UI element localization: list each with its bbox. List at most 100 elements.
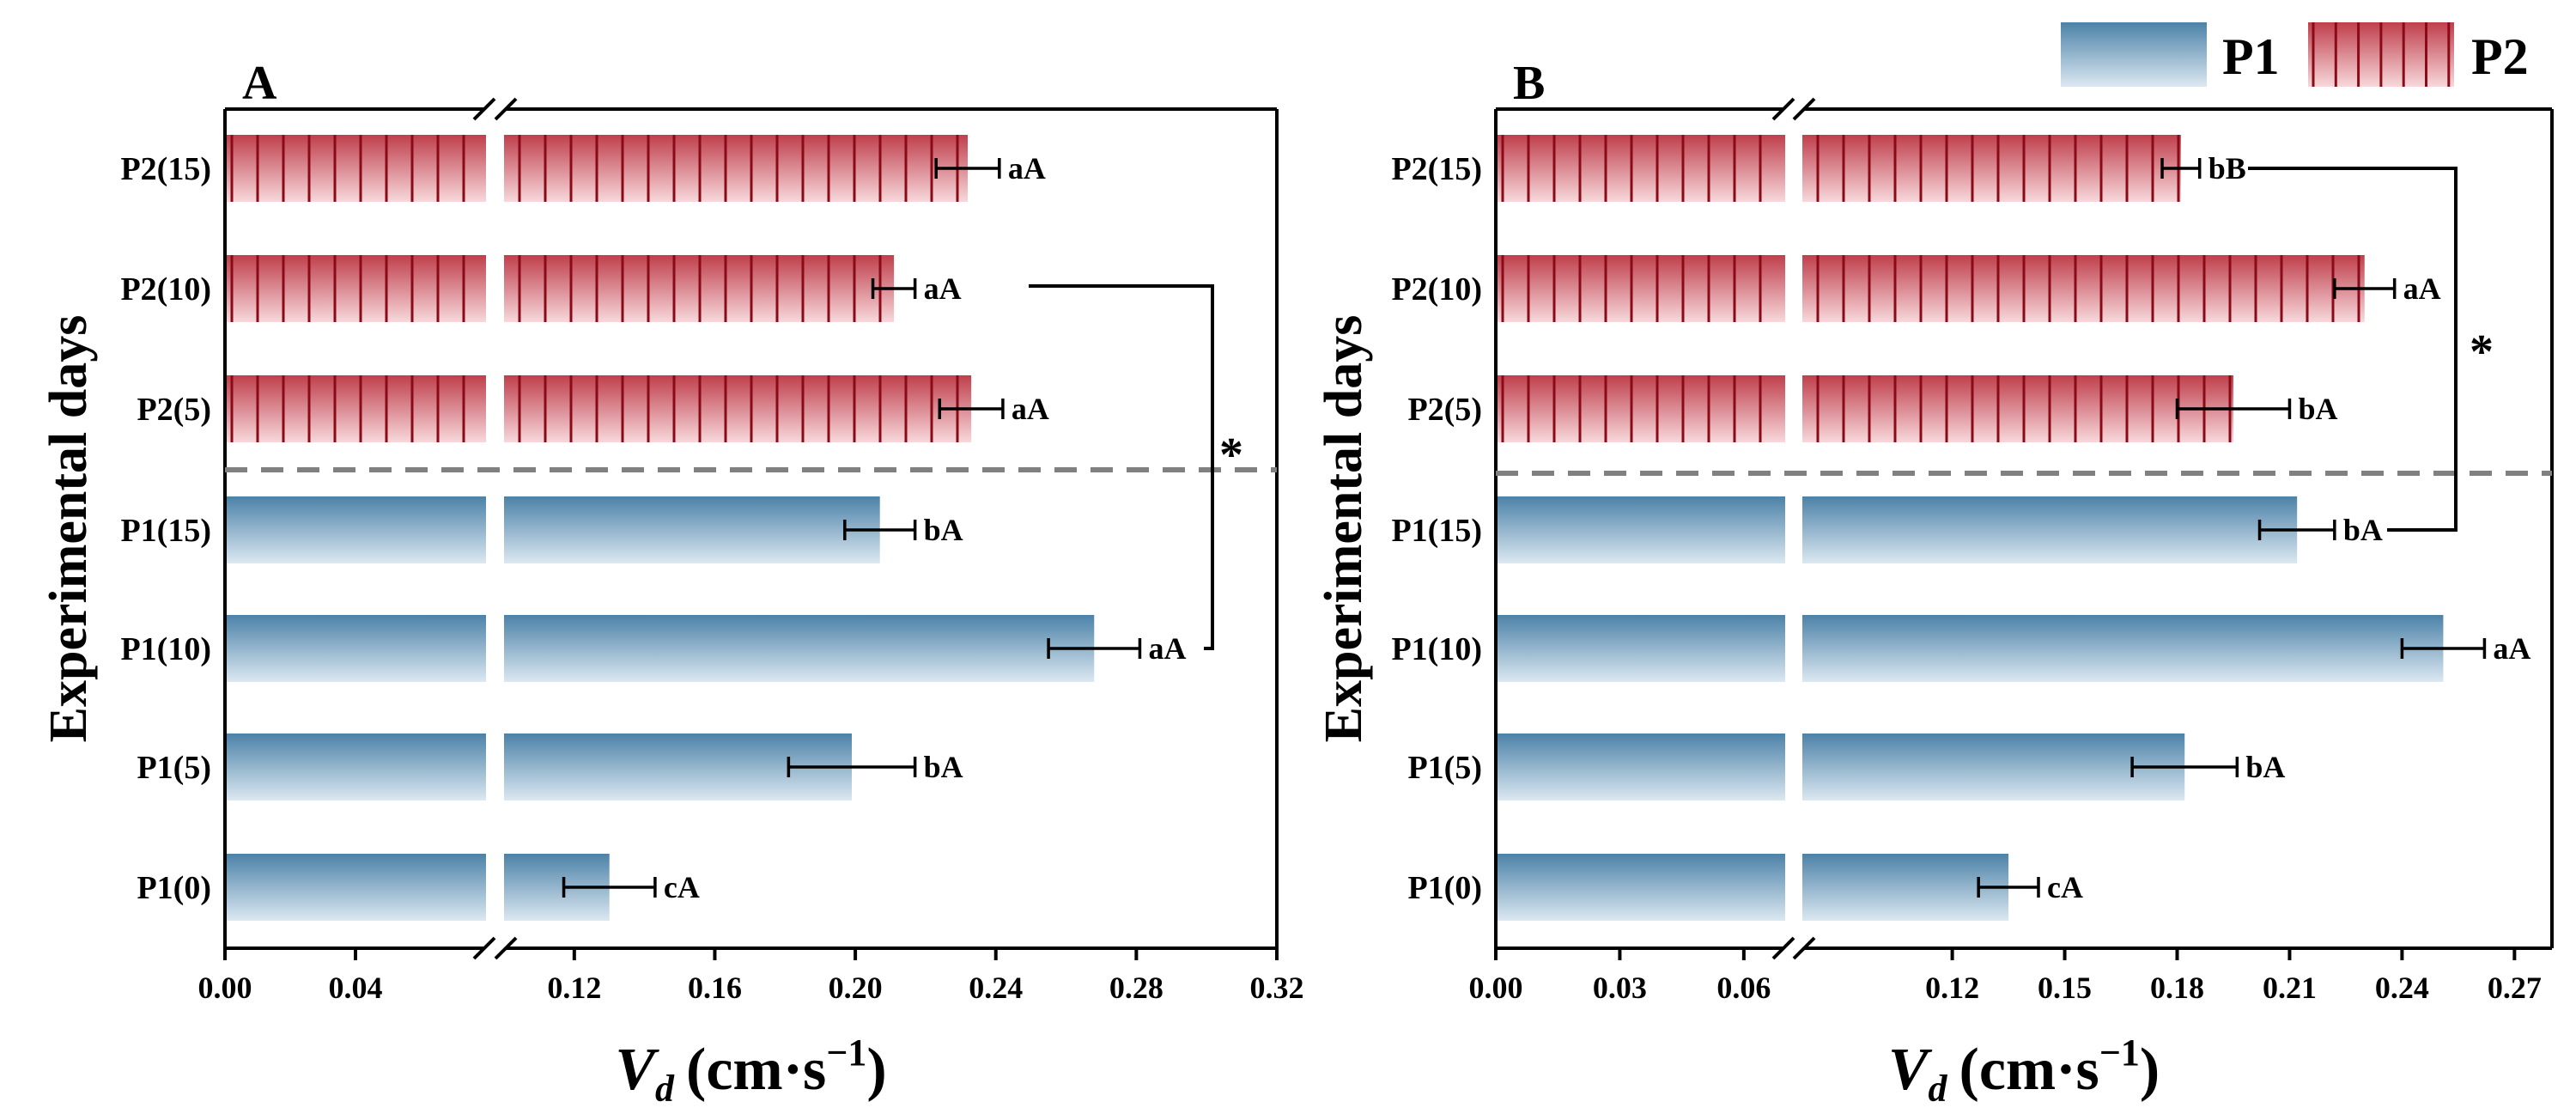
y-axis-label: Experimental days <box>1315 315 1373 743</box>
bar-segment-low <box>1496 733 1785 800</box>
category-label: P2(15) <box>120 151 211 187</box>
axis-break-mark <box>472 936 518 960</box>
category-label: P1(15) <box>120 513 211 549</box>
significance-label: aA <box>2493 631 2530 666</box>
bar-segment-high <box>1802 496 2298 563</box>
bar-segment-high <box>1802 854 2009 921</box>
bar-segment-high <box>1802 135 2181 202</box>
x-tick-label: 0.00 <box>198 971 252 1005</box>
axis-break-mark <box>1771 97 1816 121</box>
legend-swatch-p2-stripes <box>2312 22 2451 87</box>
x-tick-label: 0.20 <box>829 971 883 1005</box>
significance-label: aA <box>1012 392 1049 426</box>
x-axis-label-unit: (cm·s <box>1959 1037 2099 1103</box>
bar-segment-low <box>225 375 486 442</box>
bar-segment-high <box>504 496 880 563</box>
significance-label: cA <box>664 870 700 904</box>
error-bar <box>787 757 917 777</box>
error-bar <box>2130 757 2239 777</box>
significance-label: aA <box>1008 151 1046 186</box>
significance-star: * <box>1219 429 1243 482</box>
significance-bracket <box>1029 284 1214 650</box>
bar-segment-high <box>504 615 1095 682</box>
bar-p1-10- <box>225 615 1095 682</box>
bar-segment-high <box>504 135 968 202</box>
bar-p1-15- <box>225 496 880 563</box>
category-label: P2(5) <box>1407 392 1482 428</box>
bar-p2-10- <box>225 255 895 322</box>
legend-label-p2: P2 <box>2471 28 2529 85</box>
bar-p2-15- <box>225 135 968 202</box>
bar-p2-15- <box>1496 135 2181 202</box>
error-bar <box>938 399 1005 419</box>
error-bar <box>2400 638 2487 659</box>
bar-segment-low <box>225 135 486 202</box>
axis-break-mark <box>1771 936 1816 960</box>
error-bar <box>1047 638 1142 659</box>
error-bar <box>1977 877 2040 898</box>
significance-label: bB <box>2208 151 2246 186</box>
axis-break-slash <box>494 936 518 960</box>
bar-p1-5- <box>225 733 852 800</box>
bar-segment-low <box>225 854 486 921</box>
bar-p1-15- <box>1496 496 2298 563</box>
category-label: P2(10) <box>120 271 211 307</box>
bar-p2-10- <box>1496 255 2365 322</box>
bar-p1-10- <box>1496 615 2444 682</box>
bar-segment-low <box>225 255 486 322</box>
axis-break-slash <box>472 97 496 121</box>
bar-segment-low <box>1496 496 1785 563</box>
x-tick-label: 0.15 <box>2038 971 2092 1005</box>
category-label: P2(10) <box>1391 271 1482 307</box>
chart-panel-b: cA P1(0) bA P1(5) aA P1(10) bA P1(15) bA P2(5) aA P… <box>1315 57 2554 1110</box>
significance-label: aA <box>924 271 962 306</box>
x-tick-label: 0.21 <box>2263 971 2317 1005</box>
category-label: P1(0) <box>137 870 211 906</box>
axis-break-mark <box>472 97 518 121</box>
bar-segment-low <box>1496 854 1785 921</box>
category-label: P1(15) <box>1391 513 1482 549</box>
significance-label: bA <box>2245 750 2285 784</box>
bar-segment-low <box>225 733 486 800</box>
bar-segment-low <box>1496 615 1785 682</box>
x-axis-label-symbol: V <box>615 1037 659 1103</box>
x-tick-label: 0.12 <box>547 971 601 1005</box>
bar-p1-5- <box>1496 733 2185 800</box>
significance-label: cA <box>2047 870 2083 904</box>
bar-segment-low <box>1496 255 1785 322</box>
x-axis-label-superscript: −1 <box>826 1032 866 1074</box>
bar-segment-high <box>1802 375 2233 442</box>
category-label: P1(5) <box>137 750 211 786</box>
panel-label: B <box>1513 57 1545 110</box>
bar-segment-low <box>1496 135 1785 202</box>
x-tick-label: 0.24 <box>969 971 1023 1005</box>
error-bar <box>2333 278 2397 299</box>
bar-segment-high <box>1802 733 2185 800</box>
error-bar <box>871 278 917 299</box>
axis-break-slash <box>1792 936 1816 960</box>
x-axis-label-unit-close: ) <box>866 1037 886 1103</box>
error-bar <box>934 158 1001 179</box>
significance-label: bA <box>2298 392 2337 426</box>
x-axis-label-symbol: V <box>1888 1037 1933 1103</box>
x-tick-label: 0.16 <box>688 971 742 1005</box>
bar-p2-5- <box>1496 375 2233 442</box>
error-bar <box>562 877 657 898</box>
chart-panel-a: cA P1(0) bA P1(5) aA P1(10) bA P1(15) aA P2(5) aA P… <box>39 57 1304 1110</box>
x-axis-label-subscript: d <box>1929 1068 1948 1110</box>
significance-label: bA <box>2343 513 2383 547</box>
x-axis-label-unit: (cm·s <box>686 1037 826 1103</box>
x-axis-label-subscript: d <box>655 1068 675 1110</box>
x-tick-label: 0.00 <box>1469 971 1523 1005</box>
x-tick-label: 0.24 <box>2375 971 2429 1005</box>
error-bar <box>2257 520 2336 540</box>
x-tick-label: 0.32 <box>1250 971 1304 1005</box>
significance-label: bA <box>924 750 963 784</box>
x-tick-label: 0.03 <box>1593 971 1647 1005</box>
legend-label-p1: P1 <box>2222 28 2280 85</box>
x-tick-label: 0.27 <box>2488 971 2542 1005</box>
bar-segment-low <box>225 615 486 682</box>
x-tick-label: 0.04 <box>329 971 383 1005</box>
category-label: P1(5) <box>1407 750 1482 786</box>
